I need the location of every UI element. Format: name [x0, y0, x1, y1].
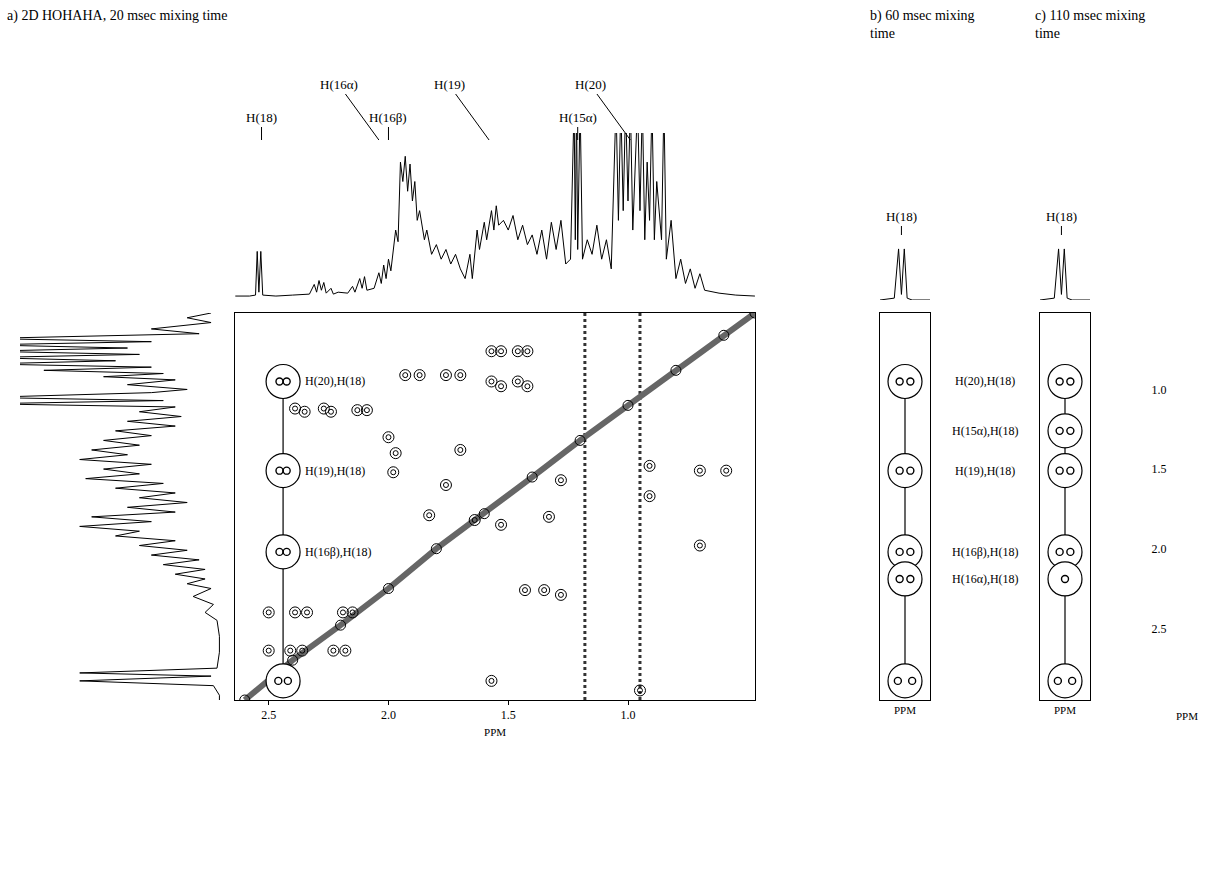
svg-text:H(15α),H(18): H(15α),H(18)	[952, 424, 1019, 438]
svg-text:H(19),H(18): H(19),H(18)	[955, 464, 1015, 478]
svg-text:2.0: 2.0	[1151, 542, 1166, 556]
svg-text:2.5: 2.5	[1151, 622, 1166, 636]
svg-text:H(20),H(18): H(20),H(18)	[305, 374, 365, 388]
svg-text:H(15α): H(15α)	[559, 110, 597, 125]
svg-text:H(16β),H(18): H(16β),H(18)	[952, 545, 1018, 559]
svg-text:1.0: 1.0	[1151, 383, 1166, 397]
svg-text:H(16α): H(16α)	[320, 77, 358, 92]
svg-text:H(16α),H(18): H(16α),H(18)	[952, 572, 1019, 586]
svg-text:1.5: 1.5	[1151, 462, 1166, 476]
svg-text:a) 2D HOHAHA, 20 msec mixing t: a) 2D HOHAHA, 20 msec mixing time	[7, 8, 227, 24]
svg-text:H(18): H(18)	[1046, 209, 1077, 224]
svg-text:H(16β): H(16β)	[369, 110, 407, 125]
svg-text:PPM: PPM	[484, 726, 506, 738]
svg-text:PPM: PPM	[894, 704, 916, 716]
svg-text:PPM: PPM	[1054, 704, 1076, 716]
svg-text:H(18): H(18)	[886, 209, 917, 224]
svg-text:PPM: PPM	[1176, 710, 1198, 722]
svg-text:H(19),H(18): H(19),H(18)	[305, 464, 365, 478]
svg-text:H(19): H(19)	[434, 77, 465, 92]
svg-text:H(18): H(18)	[246, 110, 277, 125]
svg-text:c) 110 msec mixingtime: c) 110 msec mixingtime	[1035, 8, 1145, 41]
svg-text:2.0: 2.0	[381, 708, 396, 722]
svg-text:H(20): H(20)	[575, 77, 606, 92]
svg-text:H(20),H(18): H(20),H(18)	[955, 374, 1015, 388]
svg-text:b) 60 msec mixingtime: b) 60 msec mixingtime	[870, 8, 975, 41]
svg-text:2.5: 2.5	[261, 708, 276, 722]
svg-text:1.0: 1.0	[621, 708, 636, 722]
svg-text:1.5: 1.5	[501, 708, 516, 722]
svg-text:H(16β),H(18): H(16β),H(18)	[305, 545, 371, 559]
